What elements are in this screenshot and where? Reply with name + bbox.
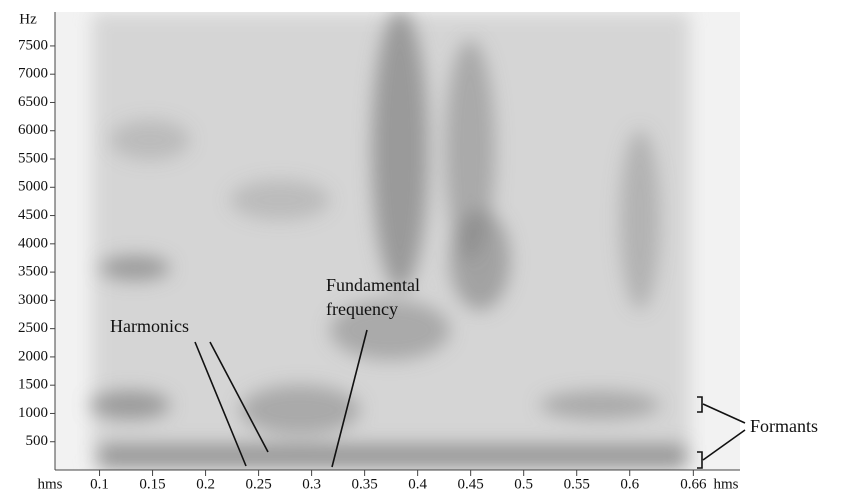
x-tick-label: 0.6 (620, 476, 639, 492)
x-axis-label: hms (713, 476, 738, 492)
y-tick-label: 1000 (18, 405, 48, 421)
x-tick-label: 0.15 (139, 476, 165, 492)
y-tick-label: 3500 (18, 264, 48, 280)
y-tick-label: 4000 (18, 235, 48, 251)
x-axis-label: hms (37, 476, 62, 492)
y-tick-label: 500 (26, 433, 49, 449)
y-tick-label: 5000 (18, 179, 48, 195)
x-tick-label: 0.66 (680, 476, 707, 492)
x-tick-label: 0.45 (458, 476, 484, 492)
x-tick-label: 0.1 (90, 476, 109, 492)
x-tick-label: 0.2 (196, 476, 215, 492)
annotation: Harmonics (110, 316, 189, 336)
y-axis-label: Hz (19, 11, 37, 27)
annotation: Formants (750, 416, 818, 436)
y-tick-label: 3000 (18, 292, 48, 308)
y-tick-label: 6500 (18, 94, 48, 110)
y-tick-label: 6000 (18, 122, 48, 138)
x-tick-label: 0.55 (564, 476, 590, 492)
y-tick-label: 7000 (18, 66, 48, 82)
x-tick-label: 0.5 (514, 476, 533, 492)
x-tick-label: 0.3 (302, 476, 321, 492)
annotation: frequency (326, 299, 398, 319)
y-tick-label: 2000 (18, 348, 48, 364)
annotation: Fundamental (326, 275, 420, 295)
x-tick-label: 0.25 (245, 476, 271, 492)
y-tick-label: 5500 (18, 150, 48, 166)
y-tick-label: 4500 (18, 207, 48, 223)
y-tick-label: 2500 (18, 320, 48, 336)
spectrogram (55, 12, 740, 470)
annotation-lines (194, 329, 746, 469)
x-tick-label: 0.4 (408, 476, 427, 492)
y-tick-label: 1500 (18, 377, 48, 393)
y-tick-label: 7500 (18, 37, 48, 53)
x-tick-label: 0.35 (352, 476, 378, 492)
